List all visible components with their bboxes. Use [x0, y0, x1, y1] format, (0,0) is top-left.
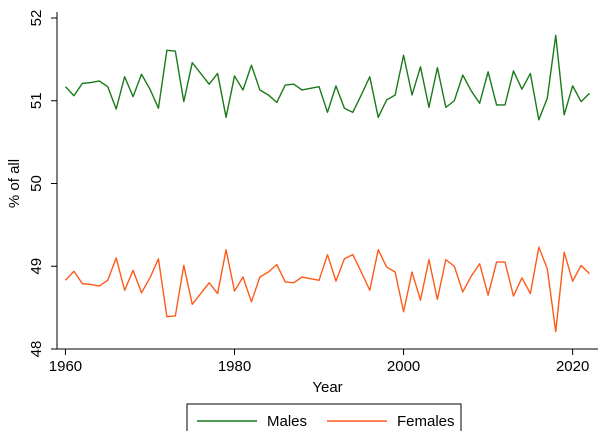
x-tick-label: 2020 — [556, 358, 589, 375]
y-tick-label: 49 — [28, 258, 45, 275]
legend-label-males: Males — [267, 413, 307, 430]
series-line-males — [64, 34, 591, 121]
x-tick-label: 1980 — [218, 358, 251, 375]
y-tick-label: 50 — [28, 175, 45, 192]
legend-box — [186, 403, 462, 435]
x-tick-label: 1960 — [49, 358, 82, 375]
x-axis-label: Year — [312, 379, 342, 396]
legend: Males Females — [186, 403, 462, 435]
series-layer — [64, 34, 591, 333]
series-line-females — [64, 246, 591, 333]
y-axis-label: % of all — [6, 159, 23, 208]
x-axis-ticks: 1960 1980 2000 2020 — [49, 349, 589, 375]
legend-items: Males Females — [197, 413, 455, 430]
y-tick-label: 48 — [28, 341, 45, 358]
legend-label-females: Females — [397, 413, 455, 430]
y-axis-ticks: 48 49 50 51 52 — [28, 10, 57, 358]
y-tick-label: 51 — [28, 92, 45, 109]
x-tick-label: 2000 — [387, 358, 420, 375]
y-tick-label: 52 — [28, 10, 45, 27]
